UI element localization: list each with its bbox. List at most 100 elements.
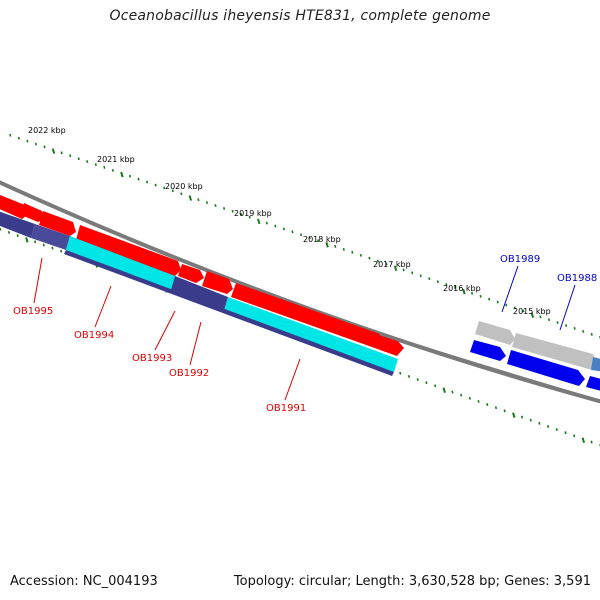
lower-edge-line: [379, 332, 600, 403]
major-tick: [188, 195, 193, 201]
minor-tick: [555, 428, 558, 432]
scale-label: 2019 kbp: [234, 209, 272, 218]
minor-tick: [43, 145, 46, 149]
minor-tick: [428, 277, 431, 281]
scale-label: 2018 kbp: [303, 235, 341, 244]
scale-label: 2021 kbp: [97, 155, 135, 164]
minor-tick: [376, 259, 380, 263]
minor-tick: [453, 286, 457, 289]
minor-tick: [520, 415, 524, 419]
gene-block: [31, 224, 70, 250]
minor-tick: [590, 440, 593, 444]
leader-ob1994: [94, 285, 112, 328]
minor-tick: [351, 250, 354, 254]
minor-tick: [77, 157, 80, 161]
gene-label-ob1992: OB1992: [169, 368, 209, 379]
minor-tick: [451, 390, 454, 394]
minor-tick: [111, 168, 114, 172]
minor-tick: [547, 425, 550, 428]
minor-tick: [359, 253, 362, 257]
scale-label: 2015 kbp: [513, 307, 551, 316]
minor-tick: [299, 233, 303, 237]
minor-tick: [538, 421, 541, 425]
minor-tick: [171, 189, 174, 193]
gene-block: [512, 333, 597, 370]
minor-tick: [274, 224, 277, 228]
minor-tick: [564, 431, 567, 435]
minor-tick: [16, 234, 19, 237]
leader-ob1992: [189, 321, 202, 366]
minor-tick: [342, 247, 345, 251]
minor-tick: [26, 139, 29, 143]
scale-label: 2017 kbp: [373, 260, 411, 269]
minor-tick: [468, 396, 471, 400]
minor-tick: [573, 434, 576, 438]
map-title: Oceanobacillus iheyensis HTE831, complet…: [109, 8, 491, 24]
major-tick: [120, 171, 124, 178]
minor-tick: [513, 306, 516, 310]
gene-labels: OB1995 OB1994 OB1993 OB1992 OB1991 OB198…: [13, 254, 597, 414]
minor-tick: [419, 274, 422, 278]
minor-tick: [565, 324, 568, 327]
minor-tick: [496, 300, 499, 304]
minor-tick: [51, 246, 54, 250]
major-tick: [512, 412, 516, 418]
minor-tick: [197, 198, 200, 202]
major-tick: [257, 218, 261, 225]
minor-tick: [308, 236, 311, 240]
minor-tick: [402, 268, 405, 272]
gene-label-ob1993: OB1993: [132, 353, 172, 364]
scale-label: 2020 kbp: [165, 182, 203, 191]
gene-block: [202, 271, 233, 294]
minor-tick: [479, 294, 482, 298]
scale-label: 2016 kbp: [443, 284, 481, 293]
minor-tick: [547, 318, 551, 322]
minor-tick: [128, 174, 132, 178]
gene-block: [178, 264, 204, 283]
minor-tick: [154, 183, 157, 187]
minor-tick: [103, 166, 106, 169]
minor-tick: [505, 303, 508, 307]
minor-tick: [590, 332, 593, 336]
minor-tick: [503, 409, 506, 413]
gene-block: [66, 236, 175, 290]
minor-tick: [180, 192, 183, 196]
minor-tick: [407, 374, 411, 378]
minor-tick: [17, 136, 20, 140]
minor-tick: [34, 240, 37, 244]
forward-strand-genes: [0, 195, 404, 356]
minor-tick: [416, 378, 419, 381]
minor-tick: [248, 215, 251, 219]
scale-labels: 2022 kbp 2021 kbp 2020 kbp 2019 kbp 2018 kbp…: [28, 126, 551, 316]
minor-tick: [470, 291, 474, 295]
minor-tick: [477, 399, 480, 403]
minor-tick: [436, 280, 439, 284]
minor-tick: [146, 180, 149, 184]
leader-ob1988: [559, 284, 576, 331]
minor-tick: [34, 142, 38, 146]
minor-tick: [60, 249, 63, 253]
minor-tick: [445, 283, 448, 286]
minor-tick: [385, 262, 388, 266]
gene-block: [507, 350, 585, 386]
minor-tick: [573, 327, 576, 330]
gene-label-ob1991: OB1991: [266, 403, 306, 414]
minor-tick: [60, 151, 63, 155]
minor-tick: [0, 227, 2, 231]
gene-block: [39, 211, 76, 236]
scale-label: 2022 kbp: [28, 126, 66, 135]
minor-tick: [69, 154, 72, 158]
minor-tick: [399, 371, 402, 375]
gene-block: [21, 203, 44, 222]
minor-tick: [86, 160, 89, 164]
minor-tick: [582, 329, 585, 333]
gene-block: [231, 283, 404, 356]
minor-tick: [529, 418, 532, 422]
outer-tick-ring: [9, 133, 600, 340]
gene-block: [0, 211, 35, 238]
major-tick: [462, 288, 466, 295]
minor-tick: [522, 309, 525, 313]
leader-ob1995: [33, 257, 43, 304]
gene-label-ob1988: OB1988: [557, 273, 597, 284]
